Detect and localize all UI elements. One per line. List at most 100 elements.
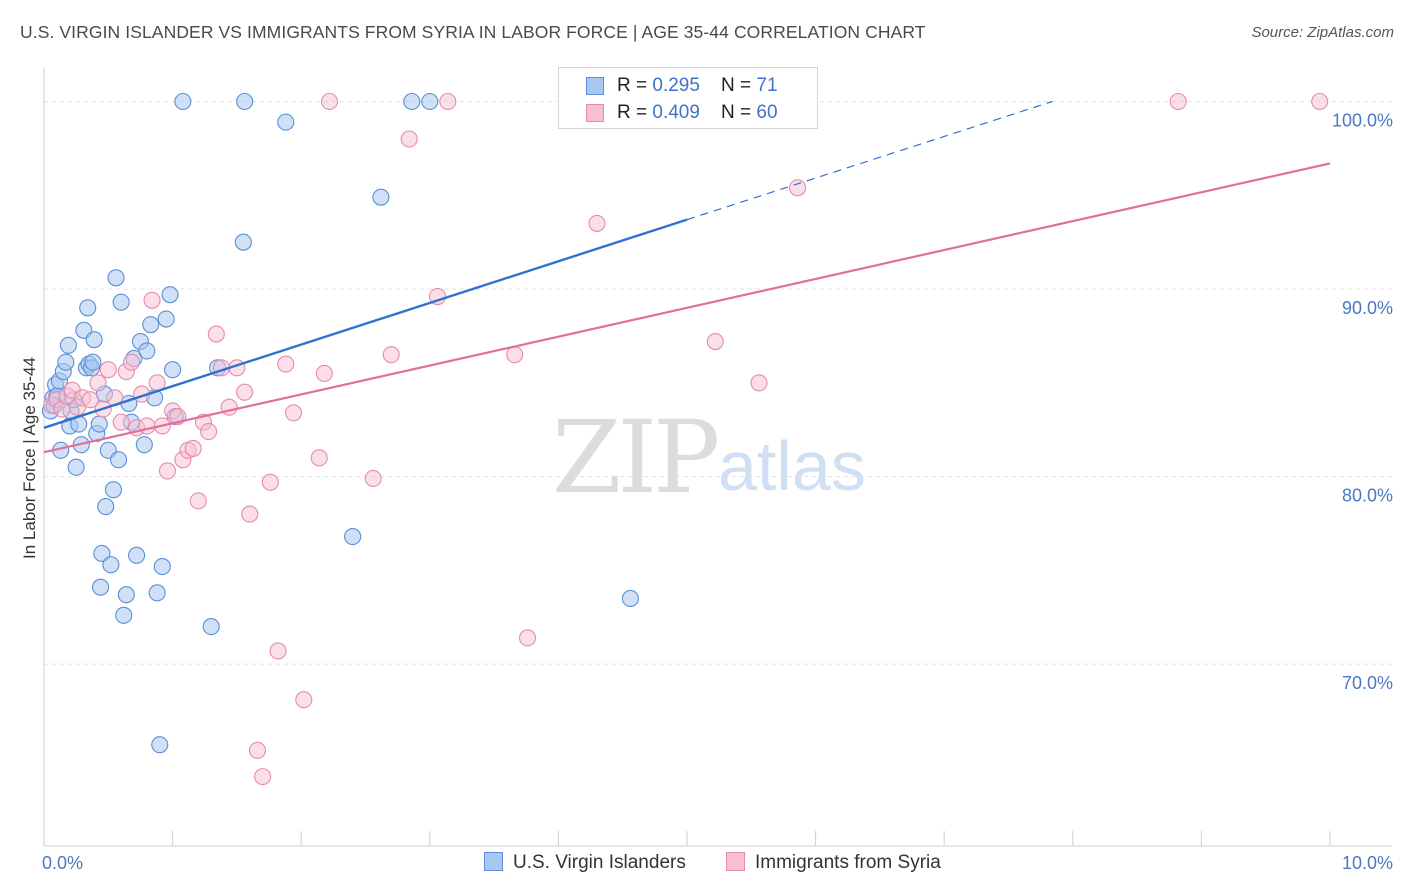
point-series1 xyxy=(97,498,115,516)
point-series1 xyxy=(57,353,75,371)
point-series2 xyxy=(284,404,303,422)
y-tick-label: 90.0% xyxy=(1342,298,1393,318)
data-points xyxy=(41,92,1329,786)
point-series2 xyxy=(320,92,339,111)
point-series2 xyxy=(1169,92,1187,111)
point-series1 xyxy=(148,584,166,602)
trend-extension-series1 xyxy=(686,100,1053,221)
correlation-legend: R = 0.295 N = 71 R = 0.409 N = 60 xyxy=(558,67,818,129)
point-series2 xyxy=(207,325,225,343)
point-series1 xyxy=(142,316,160,334)
series2-legend-label: Immigrants from Syria xyxy=(755,852,941,873)
point-series2 xyxy=(364,469,382,487)
chart-title: U.S. VIRGIN ISLANDER VS IMMIGRANTS FROM … xyxy=(20,22,926,42)
legend-item-series2: Immigrants from Syria xyxy=(726,852,941,874)
point-series2 xyxy=(158,462,177,480)
point-series2 xyxy=(269,642,287,660)
tick-labels: 70.0% 80.0% 90.0% 100.0% 0.0% 10.0% xyxy=(42,111,1393,873)
point-series1 xyxy=(67,458,85,476)
point-series2 xyxy=(1311,92,1329,111)
point-series1 xyxy=(112,293,130,311)
point-series2 xyxy=(241,505,259,523)
point-series2 xyxy=(254,768,272,786)
point-series2 xyxy=(439,92,457,111)
series1-swatch xyxy=(586,77,604,95)
legend-stats-series2: R = 0.409 N = 60 xyxy=(617,102,778,124)
point-series1 xyxy=(117,586,135,604)
point-series2 xyxy=(295,691,313,709)
point-series1 xyxy=(92,578,110,596)
n-label: N = xyxy=(721,75,757,96)
point-series2 xyxy=(277,355,295,373)
point-series1 xyxy=(161,286,179,304)
point-series1 xyxy=(115,606,133,624)
point-series1 xyxy=(202,618,220,636)
y-tick-label: 100.0% xyxy=(1332,111,1393,131)
series1-legend-label: U.S. Virgin Islanders xyxy=(513,852,686,873)
point-series1 xyxy=(138,342,156,360)
n-value: 71 xyxy=(756,75,778,96)
axes xyxy=(43,68,1392,847)
r-value: 0.409 xyxy=(652,102,700,123)
r-value: 0.295 xyxy=(652,75,700,96)
point-series2 xyxy=(184,439,202,457)
legend-item-series1: U.S. Virgin Islanders xyxy=(484,852,686,874)
point-series2 xyxy=(89,374,107,392)
point-series2 xyxy=(706,332,724,351)
point-series2 xyxy=(122,353,140,371)
point-series1 xyxy=(174,92,192,111)
point-series2 xyxy=(236,383,254,401)
point-series1 xyxy=(277,113,295,131)
point-series1 xyxy=(85,331,103,349)
point-series2 xyxy=(248,741,267,759)
point-series2 xyxy=(189,492,207,510)
r-label: R = xyxy=(617,102,653,123)
series2-swatch xyxy=(586,104,604,122)
watermark-zip: ZIP xyxy=(552,399,717,516)
point-series1 xyxy=(234,233,252,251)
point-series1 xyxy=(104,481,122,499)
point-series1 xyxy=(102,556,120,574)
point-series2 xyxy=(789,179,807,197)
series2-legend-swatch xyxy=(726,852,745,871)
point-series2 xyxy=(261,473,279,491)
point-series1 xyxy=(236,92,254,111)
point-series1 xyxy=(157,310,175,328)
point-series2 xyxy=(138,417,156,435)
point-series2 xyxy=(200,423,218,441)
n-value: 60 xyxy=(756,102,778,123)
point-series1 xyxy=(128,546,146,564)
point-series1 xyxy=(153,558,171,576)
point-series1 xyxy=(93,544,111,563)
source-credit: Source: ZipAtlas.com xyxy=(1251,24,1394,41)
point-series2 xyxy=(310,449,328,467)
point-series1 xyxy=(621,589,639,608)
point-series1 xyxy=(372,188,390,206)
point-series1 xyxy=(110,451,128,469)
trend-line-series1 xyxy=(43,218,688,429)
point-series2 xyxy=(99,361,117,379)
point-series1 xyxy=(151,736,169,754)
n-label: N = xyxy=(721,102,757,123)
point-series1 xyxy=(59,336,77,354)
point-series2 xyxy=(518,629,537,647)
point-series1 xyxy=(421,92,439,111)
point-series2 xyxy=(112,413,130,431)
point-series1 xyxy=(135,436,153,454)
point-series2 xyxy=(315,364,333,382)
point-series2 xyxy=(400,130,418,148)
point-series1 xyxy=(84,353,102,371)
grid-lines xyxy=(44,101,1392,665)
point-series1 xyxy=(403,92,421,111)
trend-line-series2 xyxy=(43,162,1331,454)
x-tick-label: 0.0% xyxy=(42,853,83,873)
point-series2 xyxy=(750,374,768,392)
point-series2 xyxy=(506,346,524,364)
y-tick-label: 70.0% xyxy=(1342,673,1393,693)
legend-row-series1: R = 0.295 N = 71 xyxy=(559,72,817,100)
r-label: R = xyxy=(617,75,653,96)
y-tick-label: 80.0% xyxy=(1342,486,1393,506)
x-tick-label: 10.0% xyxy=(1342,853,1393,873)
point-series2 xyxy=(588,214,606,232)
